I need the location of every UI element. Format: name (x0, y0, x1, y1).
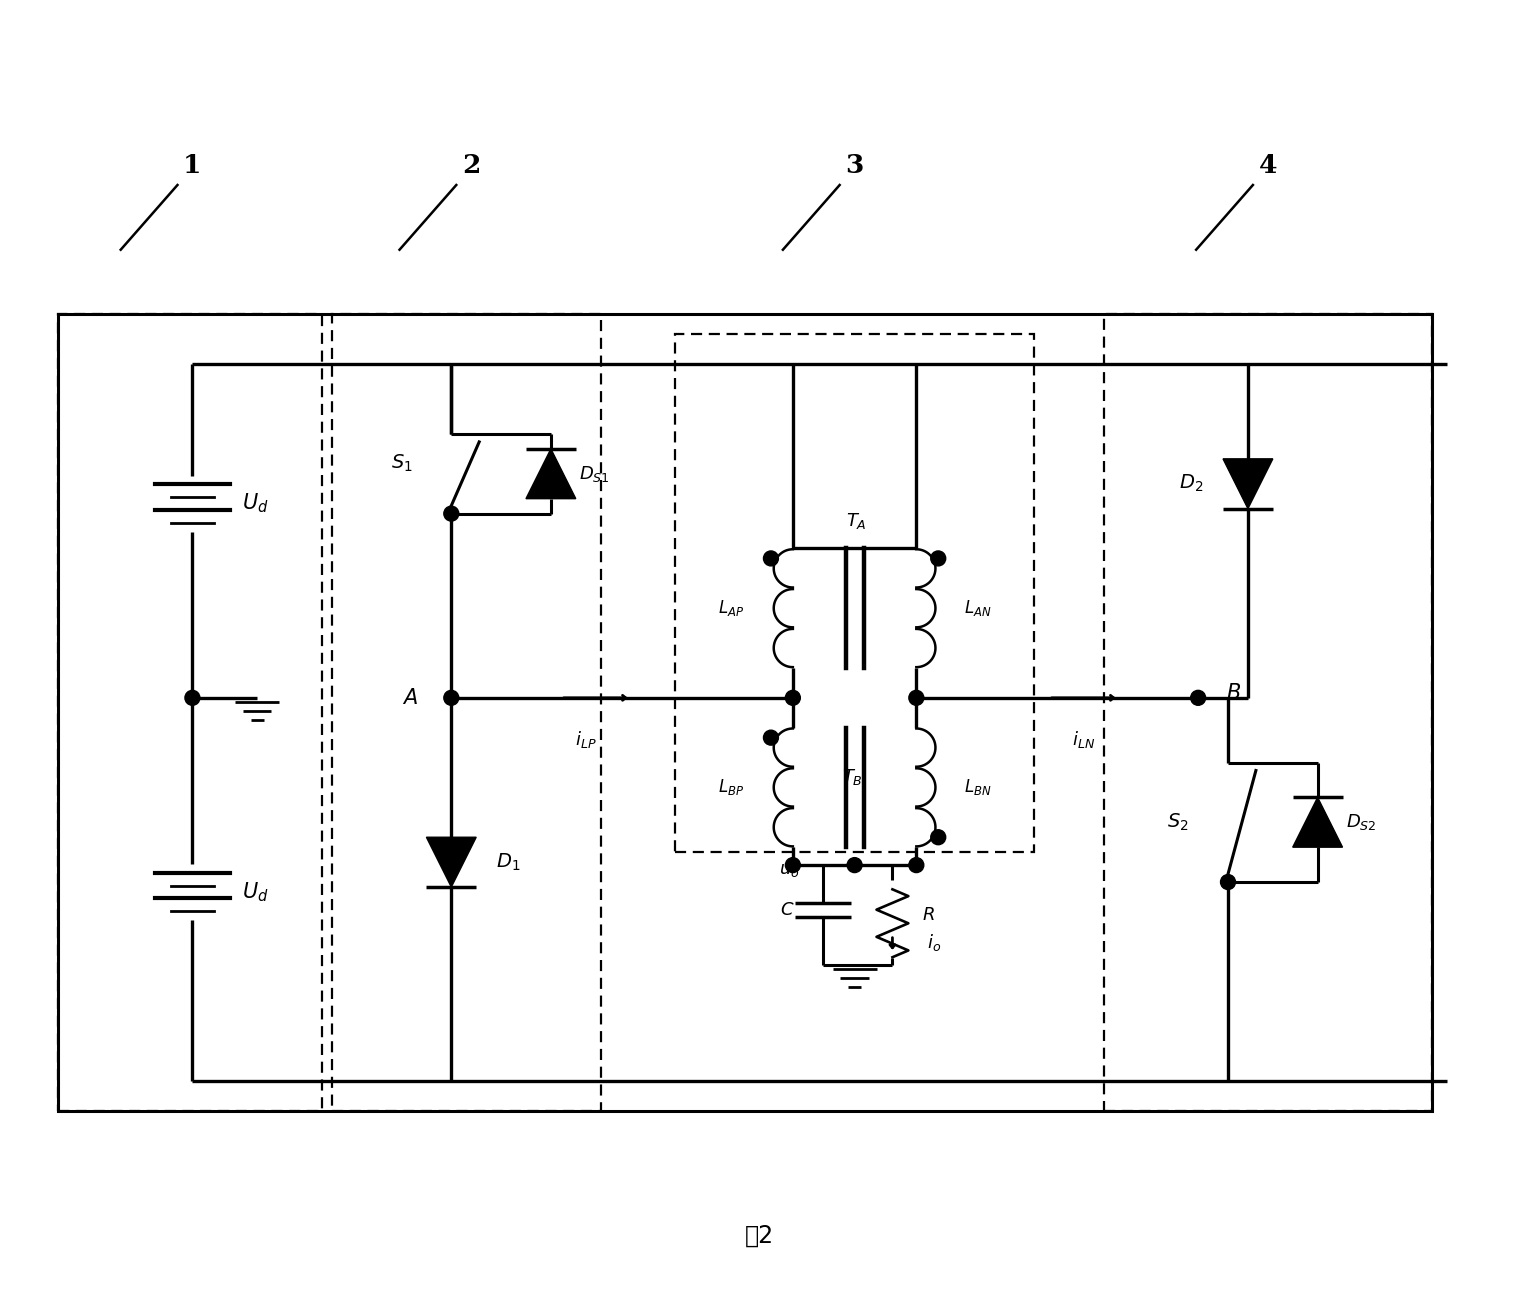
Text: $U_d$: $U_d$ (243, 492, 269, 516)
Text: $L_{BP}$: $L_{BP}$ (718, 777, 744, 797)
Polygon shape (1224, 458, 1272, 508)
Text: $L_{AN}$: $L_{AN}$ (964, 599, 991, 618)
Text: $C$: $C$ (780, 901, 795, 919)
Circle shape (764, 730, 779, 744)
Text: $i_o$: $i_o$ (927, 932, 941, 953)
Text: $D_{S2}$: $D_{S2}$ (1345, 813, 1377, 832)
Text: $T_B$: $T_B$ (842, 768, 864, 788)
Text: 3: 3 (846, 152, 864, 177)
Text: $D_2$: $D_2$ (1179, 473, 1204, 495)
Polygon shape (427, 838, 477, 888)
Text: 图2: 图2 (744, 1224, 774, 1247)
Circle shape (931, 830, 946, 844)
Circle shape (764, 551, 779, 566)
Text: $i_{LN}$: $i_{LN}$ (1072, 729, 1094, 750)
Circle shape (931, 551, 946, 566)
Text: 1: 1 (184, 152, 202, 177)
Bar (332, 314, 601, 1111)
Text: $u_o$: $u_o$ (779, 861, 800, 880)
Bar (58, 314, 1431, 1111)
Circle shape (1220, 874, 1236, 889)
Text: $T_A$: $T_A$ (846, 511, 867, 530)
Bar (1104, 314, 1431, 1111)
Text: $D_1$: $D_1$ (496, 851, 521, 873)
Circle shape (847, 857, 862, 873)
Circle shape (1190, 691, 1205, 705)
Polygon shape (527, 449, 575, 499)
Text: 2: 2 (461, 152, 480, 177)
Text: $R$: $R$ (923, 906, 935, 924)
Circle shape (185, 691, 200, 705)
Polygon shape (1293, 797, 1342, 847)
Bar (58, 314, 322, 1111)
Circle shape (785, 857, 800, 873)
Circle shape (909, 857, 924, 873)
Circle shape (785, 691, 800, 705)
Text: $S_1$: $S_1$ (390, 453, 413, 474)
Text: $S_2$: $S_2$ (1167, 811, 1189, 832)
Text: $L_{BN}$: $L_{BN}$ (964, 777, 991, 797)
Text: $D_{S1}$: $D_{S1}$ (578, 463, 610, 483)
Circle shape (909, 691, 924, 705)
Text: $B$: $B$ (1227, 683, 1242, 702)
Circle shape (443, 506, 458, 521)
Circle shape (443, 691, 458, 705)
Bar (676, 335, 1034, 852)
Text: $i_{LP}$: $i_{LP}$ (575, 729, 597, 750)
Text: $U_d$: $U_d$ (243, 880, 269, 903)
Text: $L_{AP}$: $L_{AP}$ (718, 599, 744, 618)
Text: $A$: $A$ (401, 688, 417, 708)
Text: 4: 4 (1258, 152, 1277, 177)
